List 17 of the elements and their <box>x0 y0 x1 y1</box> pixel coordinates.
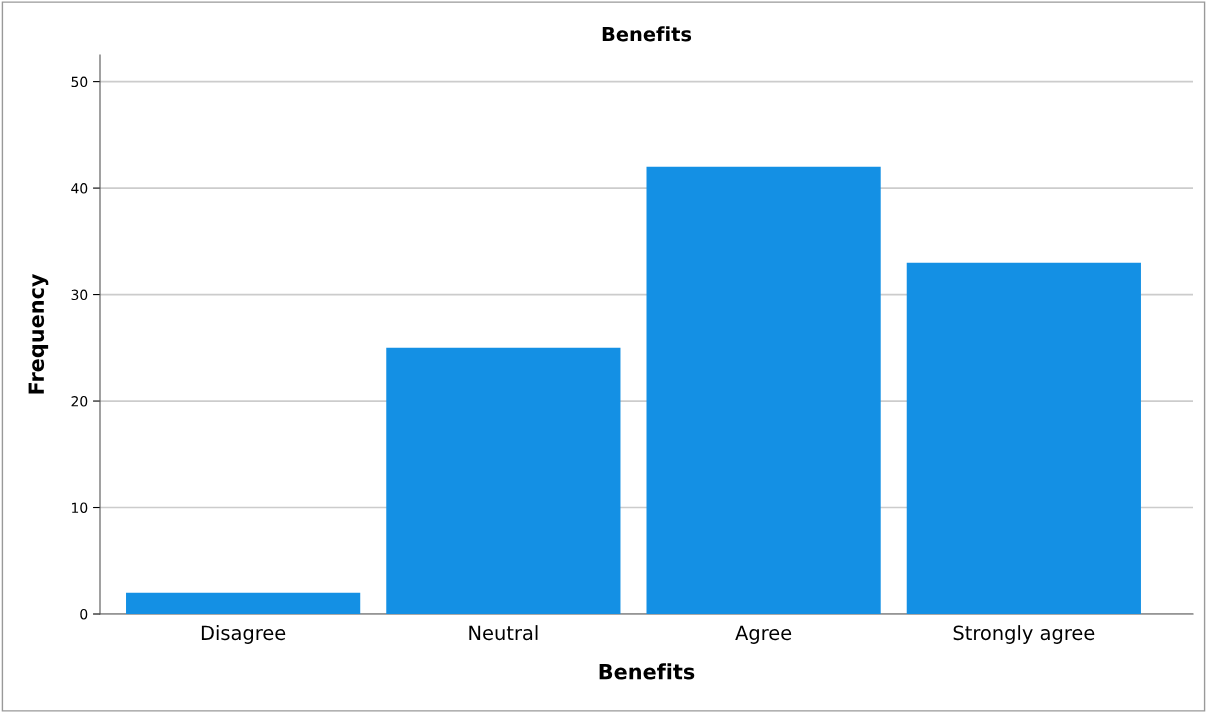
y-tick-label: 50 <box>71 76 88 88</box>
x-tick-label: Agree <box>735 625 792 644</box>
y-tick-label: 40 <box>71 183 88 194</box>
bar <box>126 592 361 614</box>
bar <box>906 262 1141 614</box>
x-tick-label: Disagree <box>201 625 286 644</box>
y-tick-label: 30 <box>71 289 88 301</box>
y-tick-label: 0 <box>80 608 88 620</box>
y-tick-label: 10 <box>72 502 88 513</box>
x-tick-label: Strongly agree <box>953 625 1095 644</box>
y-tick-label: 20 <box>71 396 88 407</box>
bar <box>386 347 621 614</box>
bar <box>646 166 881 614</box>
x-axis-title: Benefits <box>599 663 695 680</box>
y-axis-title: Frequency <box>28 273 49 394</box>
chart-title: Benefits <box>602 26 692 42</box>
x-tick-label: Neutral <box>469 625 538 641</box>
